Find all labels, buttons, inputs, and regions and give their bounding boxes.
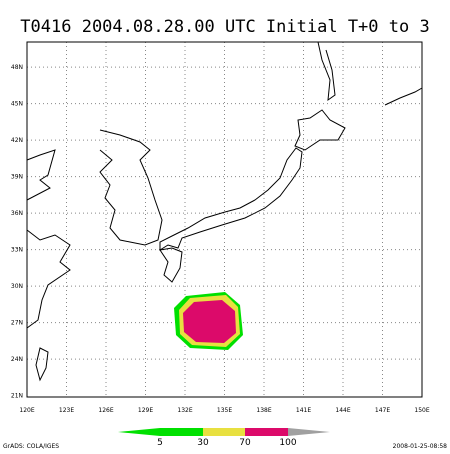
korea-coast xyxy=(99,129,163,246)
lat-label: 30N xyxy=(11,283,23,290)
plot-frame xyxy=(26,41,423,398)
kuril-islands xyxy=(384,87,423,106)
colorbar-low-arrow xyxy=(118,428,160,436)
lat-label: 42N xyxy=(11,137,23,144)
title: T0416 2004.08.28.00 UTC Initial T+0 to 3 xyxy=(20,17,429,37)
lon-label: 147E xyxy=(375,407,390,414)
probability-area xyxy=(174,292,243,350)
prob-70 xyxy=(183,300,236,343)
lat-label: 45N xyxy=(11,101,23,108)
china-coast-north xyxy=(26,149,56,201)
lat-label: 27N xyxy=(11,320,23,327)
lon-label: 144E xyxy=(335,407,350,414)
china-coast xyxy=(26,229,71,329)
colorbar-label: 70 xyxy=(239,438,251,448)
lon-label: 126E xyxy=(98,407,113,414)
colorbar-label: 30 xyxy=(197,438,209,448)
colorbar-70 xyxy=(245,428,288,436)
lat-label: 39N xyxy=(11,174,23,181)
lon-label: 123E xyxy=(59,407,74,414)
footer-left: GrADS: COLA/IGES xyxy=(3,443,59,450)
lon-label: 141E xyxy=(296,407,311,414)
lon-label: 135E xyxy=(217,407,232,414)
lon-label: 132E xyxy=(177,407,192,414)
lon-label: 138E xyxy=(256,407,271,414)
lat-label: 24N xyxy=(11,356,23,363)
taiwan xyxy=(35,347,49,382)
lon-label: 129E xyxy=(138,407,153,414)
colorbar-5 xyxy=(160,428,203,436)
honshu xyxy=(159,147,303,251)
lat-label: 33N xyxy=(11,247,23,254)
sakhalin xyxy=(317,41,336,102)
footer-right: 2008-01-25-08:58 xyxy=(393,443,448,450)
colorbar xyxy=(118,428,330,436)
lat-label: 21N xyxy=(11,393,23,400)
lon-label: 120E xyxy=(19,407,34,414)
colorbar-30 xyxy=(203,428,245,436)
lat-label: 48N xyxy=(11,64,23,71)
coastlines xyxy=(26,41,423,382)
lat-label: 36N xyxy=(11,210,23,217)
hokkaido xyxy=(294,109,346,151)
colorbar-label: 5 xyxy=(157,438,163,448)
lon-label: 150E xyxy=(414,407,429,414)
colorbar-high-arrow xyxy=(288,428,330,436)
kyushu xyxy=(159,247,183,283)
colorbar-label: 100 xyxy=(279,438,296,448)
